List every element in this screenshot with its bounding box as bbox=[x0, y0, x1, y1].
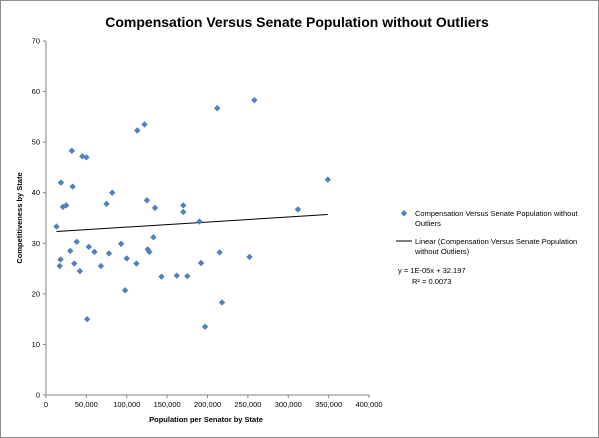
data-point bbox=[91, 248, 98, 256]
data-point bbox=[85, 243, 92, 251]
data-point bbox=[71, 260, 78, 267]
data-point bbox=[76, 267, 84, 275]
data-point bbox=[143, 197, 151, 204]
y-axis-ticks: 0 10 20 30 40 50 60 70 bbox=[32, 37, 46, 400]
data-point bbox=[180, 208, 187, 216]
data-point bbox=[123, 255, 130, 262]
x-tick-label: 150,000 bbox=[154, 400, 181, 409]
y-tick-label: 50 bbox=[32, 138, 40, 147]
legend-label-trendline: Linear (Compensation Versus Senate Popul… bbox=[414, 237, 579, 256]
legend-trendline-line-1: Linear (Compensation Versus Senate Popul… bbox=[415, 237, 577, 246]
data-point bbox=[103, 200, 110, 208]
data-point bbox=[57, 256, 64, 263]
x-tick-label: 350,000 bbox=[315, 400, 342, 409]
y-tick-label: 70 bbox=[32, 37, 40, 46]
trendline-equation: y = 1E-05x + 32.197 bbox=[398, 266, 466, 275]
x-tick-label: 300,000 bbox=[275, 400, 302, 409]
data-point bbox=[133, 260, 140, 267]
data-point bbox=[196, 218, 203, 225]
legend-label-series: Compensation Versus Senate Population wi… bbox=[415, 209, 580, 228]
x-tick-label: 200,000 bbox=[194, 400, 221, 409]
data-point bbox=[105, 250, 113, 257]
data-point bbox=[141, 121, 148, 128]
data-point bbox=[67, 247, 74, 255]
data-point bbox=[57, 179, 65, 186]
x-tick-label: 400,000 bbox=[355, 400, 382, 409]
data-point bbox=[251, 96, 258, 104]
legend-marker-series bbox=[400, 210, 408, 217]
data-point bbox=[150, 234, 157, 241]
plot-area: 0 10 20 30 40 50 60 70 0 50,000 100,000 150,000 200… bbox=[32, 37, 383, 410]
trendline bbox=[56, 214, 328, 233]
data-point bbox=[151, 204, 159, 212]
data-point bbox=[218, 299, 226, 306]
y-tick-label: 10 bbox=[32, 340, 40, 349]
data-point bbox=[53, 223, 60, 230]
legend-series-line-2: Outliers bbox=[415, 219, 441, 228]
data-point bbox=[180, 202, 187, 209]
data-point bbox=[324, 176, 332, 183]
data-point bbox=[69, 183, 76, 190]
legend-trendline-line-2: without Outliers) bbox=[414, 247, 470, 256]
x-tick-label: 250,000 bbox=[234, 400, 261, 409]
data-point bbox=[83, 315, 91, 323]
y-tick-label: 60 bbox=[32, 87, 40, 96]
x-axis-title: Population per Senator by State bbox=[149, 415, 263, 424]
data-points bbox=[53, 96, 332, 330]
data-point bbox=[201, 323, 209, 330]
chart-title: Compensation Versus Senate Population wi… bbox=[105, 14, 489, 30]
data-point bbox=[121, 287, 129, 294]
data-point bbox=[68, 147, 76, 154]
data-point bbox=[158, 273, 165, 280]
data-point bbox=[216, 249, 223, 256]
data-point bbox=[134, 127, 141, 134]
x-tick-label: 100,000 bbox=[113, 400, 140, 409]
x-tick-label: 50,000 bbox=[75, 400, 98, 409]
y-tick-label: 40 bbox=[32, 188, 40, 197]
data-point bbox=[73, 238, 80, 245]
y-tick-label: 0 bbox=[36, 391, 40, 400]
data-point bbox=[294, 206, 302, 213]
data-point bbox=[246, 253, 253, 261]
y-tick-label: 30 bbox=[32, 239, 40, 248]
data-point bbox=[109, 189, 116, 196]
data-point bbox=[97, 262, 105, 270]
data-point bbox=[213, 105, 221, 112]
data-point bbox=[62, 202, 70, 209]
data-point bbox=[117, 240, 125, 247]
y-tick-label: 20 bbox=[32, 289, 40, 298]
data-point bbox=[184, 272, 191, 280]
legend: Compensation Versus Senate Population wi… bbox=[396, 209, 580, 286]
trendline-r-squared: R² = 0.0073 bbox=[412, 277, 451, 286]
x-axis-ticks: 0 50,000 100,000 150,000 200,000 250,000 300,0… bbox=[44, 395, 383, 409]
data-point bbox=[173, 272, 181, 279]
data-point bbox=[56, 262, 63, 270]
legend-series-line-1: Compensation Versus Senate Population wi… bbox=[415, 209, 579, 218]
y-axis-title: Competitiveness by State bbox=[15, 172, 24, 263]
data-point bbox=[83, 154, 90, 161]
data-point bbox=[197, 259, 205, 267]
data-point bbox=[146, 248, 153, 256]
data-point bbox=[79, 153, 86, 160]
x-tick-label: 0 bbox=[44, 400, 48, 409]
